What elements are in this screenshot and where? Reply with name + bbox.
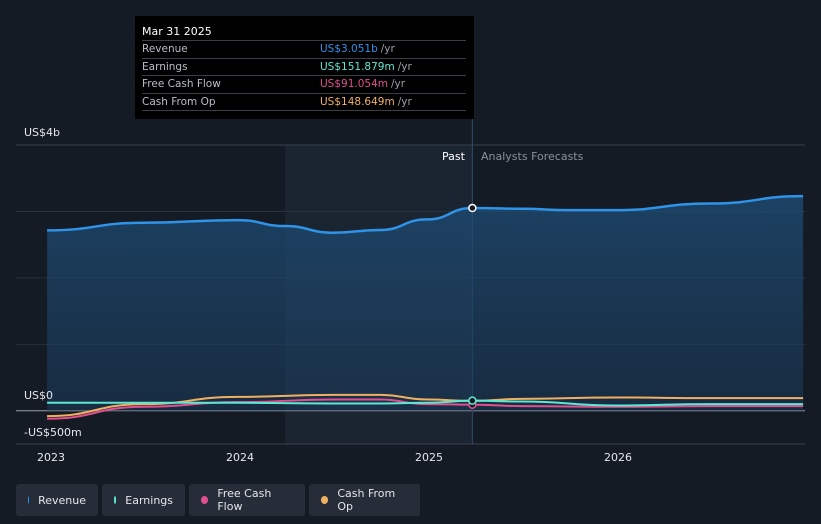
tooltip-row-earnings: Earnings US$151.879m /yr [142,59,466,76]
forecast-label: Analysts Forecasts [481,150,584,163]
tooltip-label: Earnings [142,60,188,73]
tooltip-unit: /yr [397,60,412,73]
tooltip-label: Revenue [142,43,188,55]
legend-dot-icon [28,496,30,504]
earnings-line [47,399,804,407]
cash-from-op-line [47,393,804,418]
x-tick-2024: 2024 [226,451,254,464]
tooltip-value: US$3.051b [320,43,378,55]
tooltip-unit: /yr [391,78,406,90]
past-label: Past [442,150,465,163]
legend-label: Earnings [125,493,173,507]
x-tick-2023: 2023 [37,451,65,464]
legend-item-earnings[interactable]: Earnings [102,484,185,516]
revenue-area [47,196,804,411]
y-axis-bottom-label: -US$500m [24,426,82,439]
tooltip-row-free-cash-flow: Free Cash Flow US$91.054m /yr [142,76,466,94]
x-tick-2026: 2026 [604,451,632,464]
tooltip-label: Free Cash Flow [142,78,221,90]
legend-dot-icon [114,496,117,504]
tooltip-date: Mar 31 2025 [142,23,466,41]
legend-label: Revenue [38,493,86,507]
revenue-marker [468,203,477,213]
legend-item-cash-from-op[interactable]: Cash From Op [309,484,420,516]
legend-item-free-cash-flow[interactable]: Free Cash Flow [189,484,305,516]
y-axis-zero-label: US$0 [24,389,54,402]
tooltip-row-revenue: Revenue US$3.051b /yr [142,41,466,59]
tooltip-unit: /yr [380,43,395,55]
free-cash-flow-line [47,398,804,420]
tooltip-row-cash-from-op: Cash From Op US$148.649m /yr [142,94,466,111]
legend-label: Cash From Op [337,487,396,513]
legend-label: Free Cash Flow [217,487,272,513]
tooltip: Mar 31 2025 Revenue US$3.051b /yr Earnin… [135,16,474,119]
tooltip-unit: /yr [397,95,412,108]
legend-item-revenue[interactable]: Revenue [16,484,98,516]
revenue-line [47,194,804,234]
tooltip-value: US$151.879m [320,60,395,73]
y-axis-top-label: US$4b [24,126,61,139]
tooltip-label: Cash From Op [142,95,216,108]
tooltip-value: US$148.649m [320,95,395,108]
earnings-marker [468,396,477,405]
line-chart [16,119,805,445]
legend-dot-icon [201,496,209,504]
x-tick-2025: 2025 [415,451,443,464]
legend-dot-icon [321,496,329,504]
tooltip-value: US$91.054m [320,78,388,90]
